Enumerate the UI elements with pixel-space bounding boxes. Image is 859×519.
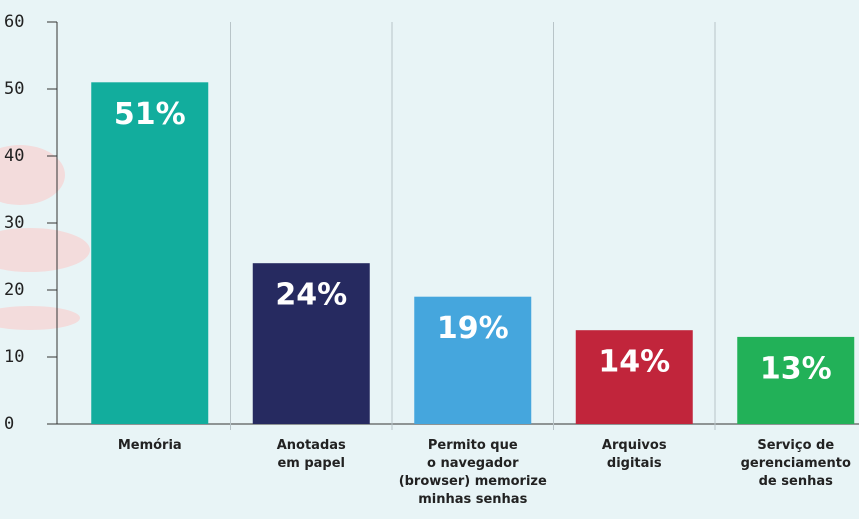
y-tick-label: 30 <box>4 213 24 233</box>
y-tick-label: 0 <box>4 414 14 434</box>
bar <box>575 330 693 424</box>
decoration <box>0 228 90 272</box>
y-tick-label: 60 <box>4 12 24 32</box>
bar <box>414 296 532 424</box>
bar <box>252 263 370 424</box>
x-tick-label: Permito que o navegador (browser) memori… <box>398 438 547 507</box>
y-tick-label: 50 <box>4 79 24 99</box>
value-label: 51% <box>114 97 186 132</box>
value-label: 24% <box>275 278 347 313</box>
y-tick-label: 20 <box>4 280 24 300</box>
bar <box>737 336 855 424</box>
y-tick-label: 40 <box>4 146 24 166</box>
value-label: 14% <box>598 345 670 380</box>
x-tick-label: Memória <box>117 438 182 453</box>
bar <box>91 82 209 425</box>
value-label: 13% <box>760 351 832 386</box>
decoration <box>0 306 80 330</box>
x-tick-label: Serviço de gerenciamento de senhas <box>740 438 851 489</box>
x-tick-label: Arquivos digitais <box>601 438 667 471</box>
x-tick-label: Anotadas em papel <box>276 438 346 471</box>
decoration <box>0 145 65 205</box>
value-label: 19% <box>437 311 509 346</box>
y-tick-label: 10 <box>4 347 24 367</box>
